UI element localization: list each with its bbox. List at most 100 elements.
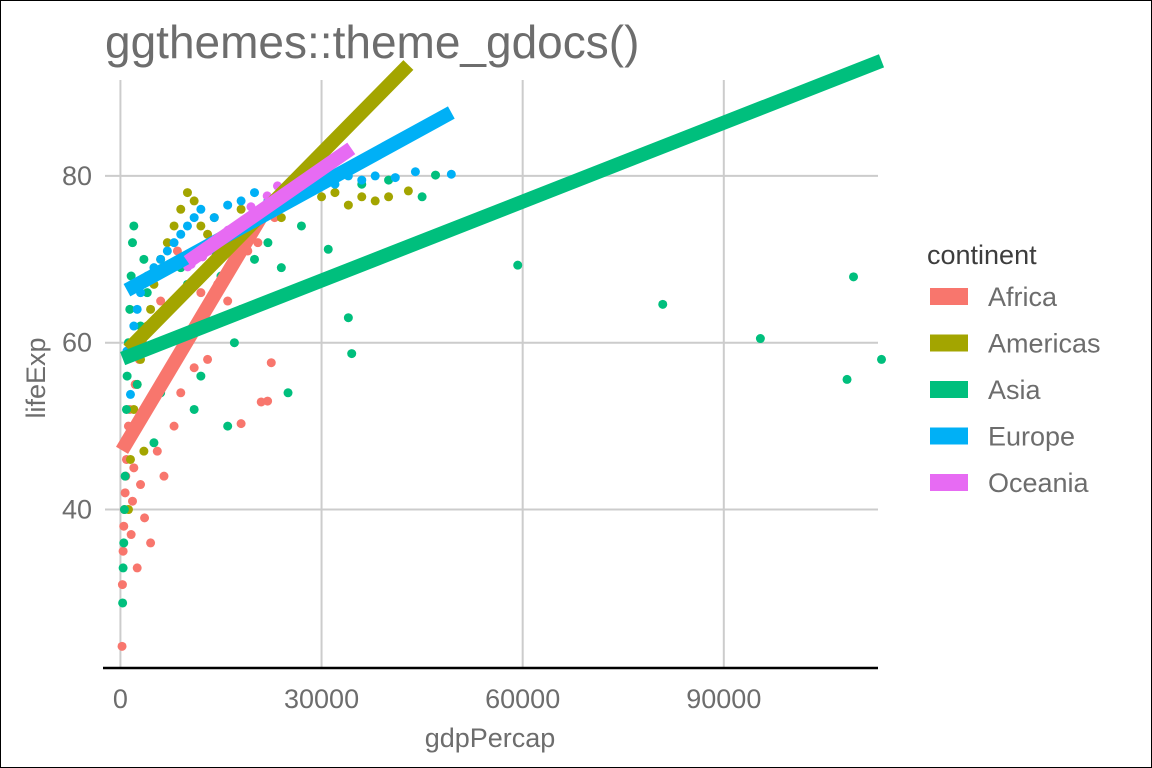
trend-line-asia (120, 54, 885, 366)
data-point-africa (136, 480, 146, 490)
data-point-africa (118, 546, 128, 556)
legend-label-americas: Americas (988, 329, 1101, 359)
legend-label-asia: Asia (988, 375, 1042, 405)
legend-label-africa: Africa (988, 282, 1058, 312)
data-point-asia (196, 371, 206, 381)
data-point-europe (196, 204, 206, 214)
data-point-asia (250, 254, 260, 264)
y-tick-label: 80 (62, 161, 92, 191)
data-point-africa (172, 246, 182, 256)
data-point-africa (203, 354, 213, 364)
data-point-asia (132, 379, 142, 389)
data-point-asia (323, 244, 333, 254)
data-point-europe (169, 238, 179, 248)
data-point-americas (370, 196, 380, 206)
data-point-asia (127, 238, 137, 248)
data-point-africa (127, 496, 137, 506)
x-axis-label: gdpPercap (425, 723, 556, 753)
data-point-americas (317, 192, 327, 202)
data-point-africa (176, 388, 186, 398)
data-point-europe (129, 321, 139, 331)
data-point-asia (120, 471, 130, 481)
data-point-africa (117, 641, 127, 651)
legend: Africa Americas Asia Europe Oceania (930, 282, 1101, 498)
data-point-asia (658, 299, 668, 309)
data-point-americas (357, 192, 367, 202)
trend-line-europe (123, 106, 455, 297)
legend-label-europe: Europe (988, 422, 1075, 452)
data-point-americas (139, 446, 149, 456)
data-point-asia (343, 313, 353, 323)
data-point-asia (513, 260, 523, 270)
data-point-asia (118, 598, 128, 608)
x-tick-label: 0 (113, 684, 128, 714)
data-point-africa (223, 296, 233, 306)
data-point-africa (156, 296, 166, 306)
data-point-europe (189, 213, 199, 223)
legend-label-oceania: Oceania (988, 468, 1090, 498)
data-point-africa (120, 488, 130, 498)
data-point-africa (119, 521, 129, 531)
data-point-americas (182, 188, 192, 198)
data-point-africa (169, 421, 179, 431)
data-point-europe (132, 304, 142, 314)
data-point-asia (263, 238, 273, 248)
y-tick-label: 40 (62, 495, 92, 525)
data-point-americas (384, 192, 394, 202)
data-point-europe (250, 188, 260, 198)
data-point-asia (877, 354, 887, 364)
data-point-africa (132, 563, 142, 573)
data-point-africa (253, 238, 263, 248)
legend-swatch-europe (930, 427, 968, 445)
x-tick-label: 90000 (686, 684, 761, 714)
data-point-asia (119, 538, 129, 548)
y-axis-label: lifeExp (21, 337, 51, 418)
data-point-africa (236, 419, 246, 429)
data-point-europe (370, 171, 380, 181)
data-point-europe (176, 229, 186, 239)
x-tick-label: 30000 (284, 684, 359, 714)
data-point-europe (446, 169, 456, 179)
legend-swatch-asia (930, 381, 968, 398)
data-point-europe (223, 200, 233, 210)
trend-line-oceania (183, 142, 356, 268)
data-point-africa (117, 580, 127, 590)
data-point-asia (122, 371, 132, 381)
data-point-europe (236, 196, 246, 206)
x-tick-label: 60000 (485, 684, 560, 714)
data-point-americas (330, 188, 340, 198)
data-point-asia (189, 404, 199, 414)
data-point-asia (149, 438, 159, 448)
data-point-europe (410, 167, 420, 177)
data-point-africa (129, 463, 139, 473)
data-point-asia (842, 374, 852, 384)
data-point-americas (403, 186, 413, 196)
data-point-asia (142, 288, 152, 298)
data-point-asia (125, 304, 135, 314)
legend-title: continent (927, 240, 1037, 270)
data-point-americas (162, 238, 172, 248)
data-point-asia (755, 334, 765, 344)
data-point-africa (263, 396, 273, 406)
data-point-africa (152, 446, 162, 456)
legend-swatch-oceania (930, 474, 968, 491)
data-point-asia (121, 404, 131, 414)
data-point-africa (159, 471, 169, 481)
data-point-asia (118, 563, 128, 573)
data-point-asia (417, 192, 427, 202)
data-point-europe (125, 389, 135, 399)
data-point-asia (849, 272, 859, 282)
data-point-africa (140, 513, 150, 523)
data-point-asia (129, 221, 139, 231)
data-point-europe (390, 173, 400, 183)
data-point-africa (146, 538, 156, 548)
data-point-americas (189, 196, 199, 206)
data-point-asia (139, 254, 149, 264)
data-point-americas (146, 304, 156, 314)
data-point-americas (276, 213, 286, 223)
data-point-africa (126, 530, 136, 540)
legend-swatch-africa (930, 288, 968, 305)
grid-lines (105, 80, 878, 668)
data-point-europe (182, 221, 192, 231)
